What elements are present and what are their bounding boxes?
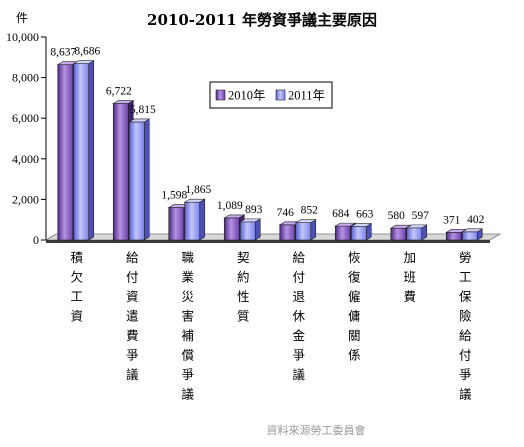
data-label: 1,865 xyxy=(185,184,211,196)
category-label: 給付退休金爭議 xyxy=(292,250,305,382)
legend-label: 2011年 xyxy=(288,89,325,103)
bar-front xyxy=(128,121,145,241)
data-label: 684 xyxy=(332,208,350,220)
legend-box xyxy=(209,81,333,109)
data-label: 8,637 xyxy=(50,47,76,59)
legend-swatch xyxy=(275,89,286,101)
bar-top xyxy=(239,218,262,223)
bar-front xyxy=(168,207,185,241)
bar-side xyxy=(310,219,317,241)
chart-title: 2010-2011 年勞資爭議主要原因 xyxy=(147,11,377,29)
bar-front xyxy=(390,227,407,241)
bar-front xyxy=(279,224,296,241)
data-label: 597 xyxy=(412,210,430,222)
bar xyxy=(294,219,317,241)
data-label: 746 xyxy=(277,207,295,219)
bar-top xyxy=(183,198,206,203)
data-label: 5,815 xyxy=(130,104,156,116)
plot-floor xyxy=(44,233,502,243)
bar-top xyxy=(112,100,135,104)
bar-front xyxy=(57,64,74,241)
bar-front xyxy=(223,217,240,241)
category-labels: 積欠工資 給付資遣費爭議 職業災害補償爭議 契約性質 給付退休金爭議 恢復僱傭關係 加班費 勞… xyxy=(70,250,472,402)
category-label: 加班費 xyxy=(403,250,416,304)
y-tick-label: 8,000 xyxy=(12,71,39,85)
bar xyxy=(239,218,262,241)
category-label: 職業災害補償爭議 xyxy=(181,250,194,402)
category-label: 契約性質 xyxy=(237,250,250,324)
bar xyxy=(72,60,95,241)
data-label: 663 xyxy=(356,209,374,221)
bar-side xyxy=(88,60,95,241)
category-label: 給付資遣費爭議 xyxy=(126,250,139,382)
data-label: 6,722 xyxy=(106,86,132,98)
bar xyxy=(183,198,206,241)
bar-top xyxy=(334,222,357,227)
bar-top xyxy=(461,228,484,233)
bar-side xyxy=(254,218,261,241)
bar-front xyxy=(350,226,367,241)
category-label: 積欠工資 xyxy=(70,250,83,324)
bar-top xyxy=(350,223,373,227)
legend: 2010年 2011年 xyxy=(209,81,333,109)
bar-front xyxy=(406,227,423,241)
bar xyxy=(128,118,151,241)
y-axis-unit-label: 件 xyxy=(16,11,28,25)
bar-front xyxy=(112,103,129,241)
data-label: 402 xyxy=(467,214,485,226)
legend-label: 2010年 xyxy=(228,89,266,103)
data-label: 371 xyxy=(443,214,461,226)
data-label: 8,686 xyxy=(74,46,100,58)
y-tick-label: 6,000 xyxy=(12,111,39,125)
bar xyxy=(405,224,428,241)
bar-front xyxy=(461,231,478,241)
y-axis: 0 2,000 4,000 6,000 8,000 10,000 xyxy=(6,30,47,247)
bar-top xyxy=(128,118,151,123)
bar-front xyxy=(295,222,312,241)
bars xyxy=(56,60,484,241)
data-label: 852 xyxy=(301,205,319,217)
data-label: 1,598 xyxy=(161,190,187,202)
y-tick-label: 2,000 xyxy=(12,192,39,206)
bar-top xyxy=(223,214,246,219)
bar xyxy=(461,228,484,241)
bar-front xyxy=(445,232,462,241)
y-tick-label: 4,000 xyxy=(12,152,39,166)
bar-front xyxy=(73,63,90,241)
data-label: 580 xyxy=(388,210,406,222)
category-label: 勞工保險給付爭議 xyxy=(459,250,472,402)
bar-top xyxy=(405,224,428,229)
category-label: 恢復僱傭關係 xyxy=(348,250,361,363)
data-label: 893 xyxy=(245,204,263,216)
bar-front xyxy=(239,221,256,241)
bar-side xyxy=(143,118,150,241)
y-tick-label: 10,000 xyxy=(6,30,39,44)
legend-swatch xyxy=(215,89,226,101)
bar-side xyxy=(199,198,206,241)
bar xyxy=(350,223,373,241)
bar-front xyxy=(334,225,351,241)
bar-top xyxy=(294,219,317,224)
data-label: 1,089 xyxy=(217,200,243,212)
bar-front xyxy=(184,201,201,241)
y-tick-label: 0 xyxy=(33,233,39,247)
plot-floor-edge xyxy=(46,240,490,243)
source-note: 資料來源勞工委員會 xyxy=(267,423,366,437)
bar-top xyxy=(72,60,95,64)
